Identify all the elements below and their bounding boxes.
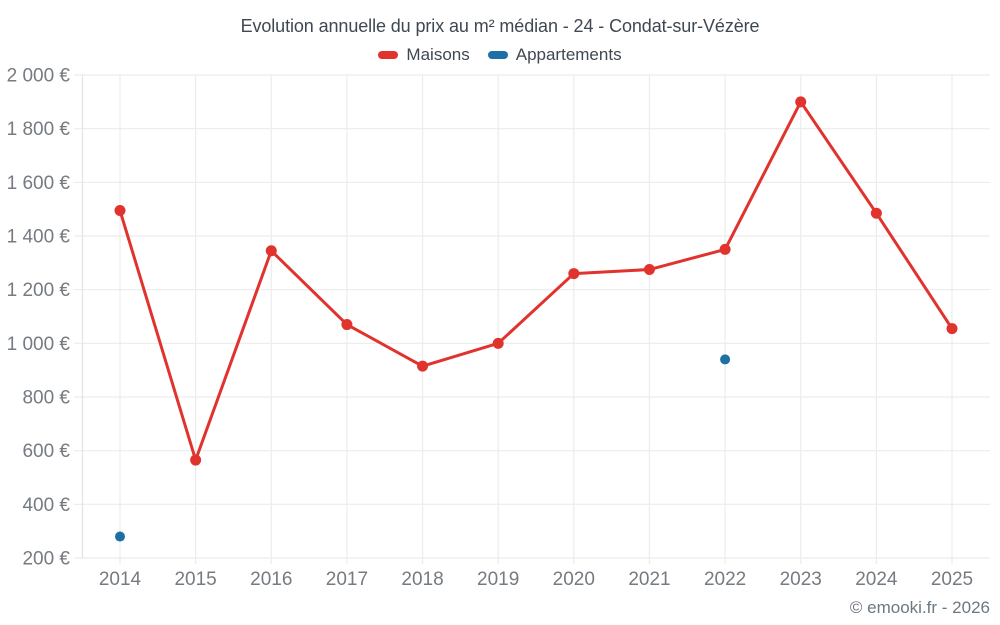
- x-axis-label: 2016: [250, 569, 292, 590]
- y-axis-label: 1 200 €: [7, 280, 71, 301]
- data-point-maisons-2020[interactable]: [568, 268, 580, 280]
- x-axis-label: 2023: [780, 569, 822, 590]
- x-axis-label: 2021: [628, 569, 670, 590]
- legend-label-maisons: Maisons: [406, 45, 470, 64]
- maisons-line: [118, 100, 954, 462]
- x-axis-label: 2025: [931, 569, 973, 590]
- x-axis-label: 2017: [326, 569, 368, 590]
- data-point-maisons-2023[interactable]: [795, 96, 807, 108]
- data-point-maisons-2017[interactable]: [341, 319, 353, 331]
- data-point-maisons-2014[interactable]: [114, 205, 126, 217]
- y-axis-label: 1 600 €: [7, 173, 71, 194]
- x-axis-label: 2024: [855, 569, 898, 590]
- x-axis-label: 2015: [174, 569, 216, 590]
- y-axis-label: 1 800 €: [7, 119, 71, 140]
- x-axis-label: 2014: [99, 569, 142, 590]
- x-axis-label: 2019: [477, 569, 519, 590]
- data-point-maisons-2018[interactable]: [417, 360, 429, 372]
- y-axis-label: 800 €: [22, 388, 70, 409]
- data-point-maisons-2015[interactable]: [190, 454, 202, 466]
- chart-title: Evolution annuelle du prix au m² médian …: [240, 16, 760, 36]
- data-point-appartements-2022[interactable]: [720, 354, 731, 365]
- data-point-maisons-2021[interactable]: [643, 264, 655, 276]
- legend-item-maisons[interactable]: Maisons: [378, 45, 470, 65]
- legend-swatch-appartements: [487, 51, 508, 59]
- data-point-maisons-2019[interactable]: [492, 337, 504, 349]
- data-point-maisons-2022[interactable]: [719, 243, 731, 255]
- x-axis-label: 2020: [553, 569, 595, 590]
- y-axis-label: 1 400 €: [7, 227, 71, 248]
- data-point-maisons-2024[interactable]: [870, 207, 882, 219]
- data-point-maisons-2016[interactable]: [265, 245, 277, 257]
- data-point-appartements-2014[interactable]: [115, 531, 125, 542]
- copyright-footer: © emooki.fr - 2026: [849, 598, 990, 617]
- x-axis-label: 2022: [704, 569, 746, 590]
- y-axis-label: 600 €: [22, 441, 70, 462]
- x-axis-label: 2018: [401, 569, 443, 590]
- y-axis-label: 400 €: [22, 495, 70, 516]
- legend-label-appartements: Appartements: [515, 45, 622, 64]
- data-point-maisons-2025[interactable]: [946, 323, 958, 335]
- legend-swatch-maisons: [378, 51, 399, 59]
- chart-legend: Maisons Appartements: [0, 45, 1000, 65]
- y-axis-label: 200 €: [22, 549, 70, 570]
- y-axis-label: 1 000 €: [7, 334, 71, 355]
- legend-item-appartements[interactable]: Appartements: [487, 45, 622, 65]
- y-axis-label: 2 000 €: [7, 66, 71, 87]
